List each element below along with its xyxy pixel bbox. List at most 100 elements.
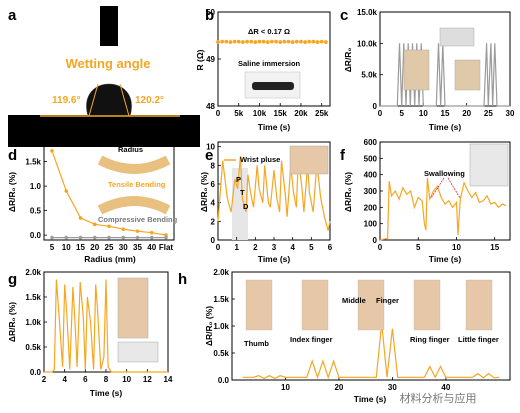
x-tick-label: 4 <box>62 375 67 384</box>
panel-label-c: c <box>340 7 348 24</box>
inset-label-saline: Saline immersion <box>238 59 301 68</box>
x-tick-label: 5k <box>234 109 243 118</box>
hammer-photo <box>454 59 481 91</box>
data-point <box>257 39 262 44</box>
data-point <box>307 39 312 44</box>
x-tick-label: 4 <box>290 243 295 252</box>
y-tick-label: 0.5k <box>213 349 229 358</box>
x-tick-label: 15 <box>76 243 85 252</box>
data-point <box>299 39 303 44</box>
data-point <box>107 235 111 240</box>
x-tick-label: 20 <box>90 243 99 252</box>
data-point <box>164 235 168 240</box>
x-tick-label: 10 <box>122 375 131 384</box>
xlabel-d: Radius (mm) <box>84 254 136 264</box>
peak-label-t: T <box>240 188 245 197</box>
axis-ticks-b: 0 5k 10k 15k 20k 25k 48 49 50 <box>206 8 329 118</box>
annotation-swallowing: Swallowing <box>424 169 465 178</box>
series-line <box>242 323 500 380</box>
water-droplet <box>86 83 132 117</box>
x-tick-label: 30 <box>119 243 128 252</box>
data-point <box>265 40 270 44</box>
data-point <box>274 39 278 44</box>
ylabel-e: ΔR/R₀ (%) <box>199 172 209 212</box>
y-tick-label: 400 <box>364 171 378 180</box>
data-point <box>121 235 126 240</box>
stretch-photo <box>439 27 475 47</box>
x-tick-label: 10 <box>281 383 290 392</box>
x-tick-label: 25k <box>315 109 329 118</box>
y-tick-label: 1.0k <box>213 322 229 331</box>
inset-compressive-label: Compressive Bending <box>98 215 178 224</box>
y-tick-label: 0.0 <box>30 231 42 240</box>
x-tick-label: 20 <box>462 109 471 118</box>
finger-label-index: Index finger <box>290 335 333 344</box>
y-tick-label: 10 <box>206 143 215 152</box>
panel-g: g 2 4 6 8 10 12 14 0.0 0.5k 1.0k 1.5k 2.0k Time (s)… <box>7 268 173 398</box>
series-line <box>380 43 510 107</box>
panel-f: f 0 5 10 15 0 100 200 300 400 500 600 Swallowing T… <box>340 138 511 264</box>
x-tick-label: 25 <box>484 109 493 118</box>
data-point <box>323 40 328 44</box>
data-marks-f <box>379 177 507 241</box>
y-tick-label: 1.5k <box>25 158 41 167</box>
x-tick-label: Flat <box>159 243 174 252</box>
x-tick-label: 2 <box>42 375 47 384</box>
hand-middle-photo <box>357 279 385 331</box>
panel-d: d 5 10 15 20 25 30 35 40 Flat 0.0 0.5 1.0 1.5k Radiu… <box>7 141 178 264</box>
swallow-arrow-2 <box>447 177 461 199</box>
data-point <box>121 227 126 232</box>
ylabel-b: R (Ω) <box>195 49 205 70</box>
data-point <box>220 39 225 44</box>
data-point <box>319 39 324 44</box>
peak-label-p: P <box>236 175 241 184</box>
ylabel-f: ΔR/R₀ (%) <box>343 172 353 212</box>
highlight-band <box>232 168 248 240</box>
xlabel-b: Time (s) <box>258 122 291 132</box>
y-tick-label: 49 <box>206 55 215 64</box>
tangent-left <box>88 83 99 117</box>
angle-right: 120.2° <box>135 95 164 106</box>
hand-index-photo <box>301 279 329 331</box>
axis-ticks-h: 10 20 30 40 0.0 0.5k 1.0k 1.5k 2.0k <box>213 268 450 392</box>
data-marks-b <box>216 39 328 44</box>
hand-little-photo <box>465 279 493 331</box>
panel-label-b: b <box>205 7 214 24</box>
data-point <box>107 224 111 229</box>
data-point <box>236 39 241 44</box>
data-marks-e <box>217 155 331 231</box>
data-point <box>290 40 295 44</box>
x-tick-label: 20 <box>334 383 343 392</box>
data-point <box>228 40 233 44</box>
watermark: 材料分析与应用 <box>400 391 477 405</box>
x-tick-label: 0 <box>378 243 383 252</box>
panel-b: b 0 5k 10k 15k 20k 25k 48 49 50 ΔR < 0.17 Ω Sali… <box>195 7 331 132</box>
data-point <box>261 39 266 44</box>
y-tick-label: 8 <box>211 161 216 170</box>
y-tick-label: 48 <box>206 102 215 111</box>
y-tick-label: 1.5k <box>25 293 41 302</box>
x-tick-label: 40 <box>441 383 450 392</box>
x-tick-label: 20k <box>294 109 308 118</box>
data-marks-g <box>44 279 168 373</box>
panel-label-a: a <box>8 7 17 24</box>
series-line <box>379 177 507 241</box>
panel-h: h 10 20 30 40 0.0 0.5k 1.0k 1.5k 2.0k Thumb Inde… <box>178 268 511 404</box>
data-point <box>149 235 154 240</box>
x-tick-label: 15 <box>441 109 450 118</box>
y-tick-label: 0.0 <box>30 368 42 377</box>
data-marks-h <box>242 323 500 380</box>
xlabel-g: Time (s) <box>90 388 123 398</box>
x-tick-label: 14 <box>164 375 173 384</box>
x-tick-label: 10 <box>452 243 461 252</box>
peak-label-d: D <box>243 202 249 211</box>
data-point <box>135 235 140 240</box>
data-point <box>92 222 97 227</box>
y-tick-label: 0 <box>373 102 378 111</box>
x-tick-label: 0 <box>378 109 383 118</box>
panel-label-d: d <box>8 147 17 164</box>
panel-a: a Wetting angle 119.6° 120.2° <box>8 6 200 147</box>
panel-label-f: f <box>340 147 346 164</box>
y-tick-label: 2.0k <box>213 268 229 277</box>
y-tick-label: 200 <box>364 203 378 212</box>
